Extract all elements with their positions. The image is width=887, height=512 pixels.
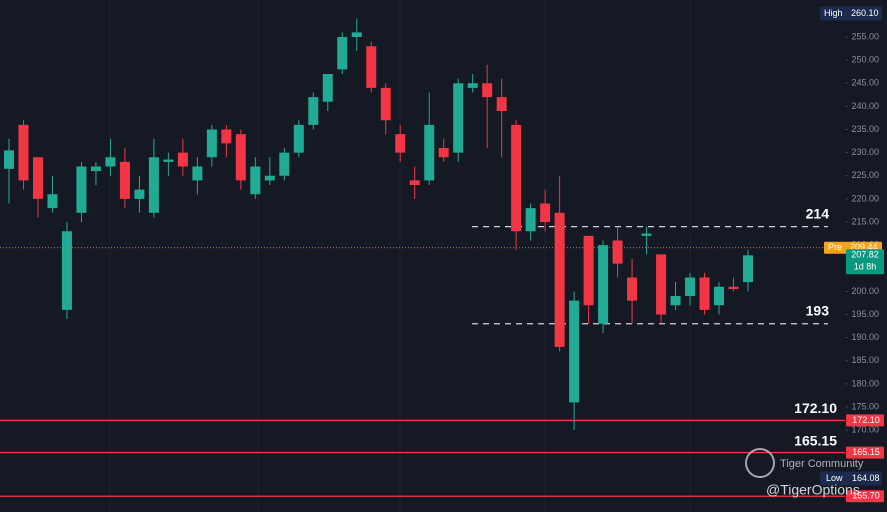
candle-body	[148, 157, 159, 213]
candle-body	[380, 87, 391, 121]
y-tick-label: 190.00	[851, 332, 879, 342]
y-tick-label: 250.00	[851, 55, 879, 65]
candle-body	[467, 83, 478, 88]
low-tag-label: Low	[826, 473, 843, 483]
candle-body	[264, 175, 275, 181]
candle-body	[627, 277, 638, 301]
candle-body	[453, 83, 464, 153]
level-label: 193	[806, 302, 830, 318]
candle-body	[742, 255, 753, 283]
y-tick-label: 245.00	[851, 78, 879, 88]
price-tag	[846, 490, 884, 503]
candle-body	[366, 46, 377, 88]
level-label: 214	[806, 205, 830, 221]
level-label: 172.10	[794, 400, 837, 416]
candle-body	[511, 124, 522, 232]
candle-body	[699, 277, 710, 310]
candle-body	[250, 166, 261, 195]
candle-body	[61, 231, 72, 310]
y-tick-label: 200.00	[851, 286, 879, 296]
last-tag	[846, 249, 884, 275]
y-tick-label: 170.00	[851, 425, 879, 435]
candle-body	[163, 159, 174, 162]
y-tick-label: 215.00	[851, 216, 879, 226]
candle-body	[569, 300, 580, 403]
watermark-logo	[745, 448, 775, 478]
candle-body	[235, 134, 246, 181]
candle-body	[409, 180, 420, 186]
candle-body	[119, 161, 130, 199]
watermark-brand: Tiger Community	[780, 458, 864, 470]
low-tag-price: 164.08	[852, 473, 880, 483]
candle-body	[496, 97, 507, 112]
price-tag-label: 172.10	[852, 415, 880, 425]
candle-body	[18, 124, 29, 181]
candle-body	[612, 240, 623, 264]
candle-body	[134, 189, 145, 199]
candle-body	[308, 97, 319, 125]
candle-body	[221, 129, 232, 144]
high-tag-label: High	[824, 8, 843, 18]
candle-body	[337, 37, 348, 70]
candle-body	[4, 150, 14, 169]
candle-body	[32, 157, 43, 199]
candle-body	[670, 296, 681, 306]
price-tag	[846, 446, 884, 459]
candle-body	[395, 134, 406, 153]
candle-body	[714, 286, 725, 306]
candle-body	[351, 32, 362, 38]
candle-body	[90, 166, 101, 172]
candle-body	[293, 124, 304, 153]
candle-body	[438, 148, 449, 158]
high-tag	[820, 6, 882, 21]
candle-body	[424, 124, 435, 181]
last-tag-price: 207.82	[851, 250, 879, 260]
candle-body	[728, 286, 739, 290]
last-tag-countdown: 1d 8h	[854, 262, 877, 272]
candle-body	[598, 245, 609, 324]
y-tick-label: 180.00	[851, 378, 879, 388]
candle-body	[641, 233, 652, 236]
candle-body	[47, 194, 58, 209]
y-tick-label: 240.00	[851, 101, 879, 111]
y-tick-label: 185.00	[851, 355, 879, 365]
y-tick-label: 255.00	[851, 31, 879, 41]
y-tick-label: 220.00	[851, 193, 879, 203]
y-tick-label: 235.00	[851, 124, 879, 134]
y-tick-label: 230.00	[851, 147, 879, 157]
candle-body	[685, 277, 696, 297]
price-tag-label: 155.70	[852, 491, 880, 501]
y-tick-label: 175.00	[851, 401, 879, 411]
candle-body	[76, 166, 87, 213]
y-tick-label: 195.00	[851, 309, 879, 319]
candle-body	[105, 157, 116, 167]
candle-body	[656, 254, 667, 315]
y-tick-label: 225.00	[851, 170, 879, 180]
candle-body	[583, 235, 594, 306]
candle-body	[279, 152, 290, 176]
candle-body	[540, 203, 551, 223]
candle-body	[554, 212, 565, 347]
pre-tag-price: 209.44	[850, 242, 878, 252]
pre-tag-label: Pre	[828, 242, 842, 252]
high-tag-price: 260.10	[851, 8, 879, 18]
candle-body	[206, 129, 217, 158]
level-label: 165.15	[794, 432, 837, 448]
candle-body	[525, 208, 536, 232]
price-tag	[846, 414, 884, 427]
candle-body	[482, 83, 493, 98]
low-tag	[820, 471, 882, 486]
candle-body	[322, 74, 333, 102]
price-tag-label: 165.15	[852, 447, 880, 457]
candle-body	[177, 152, 188, 167]
candle-body	[192, 166, 203, 181]
watermark-handle: @TigerOptions	[766, 482, 860, 498]
